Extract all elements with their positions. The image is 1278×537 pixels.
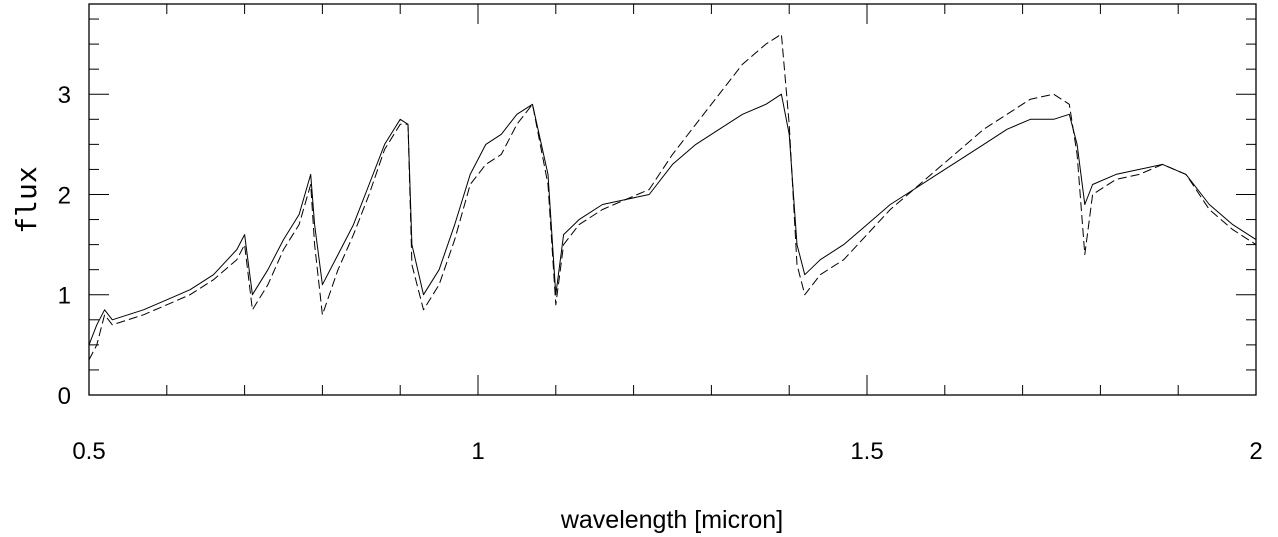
series-line-solid: [88, 93, 1257, 346]
series-group: [88, 33, 1257, 361]
x-tick-label: 0.5: [72, 438, 105, 465]
y-tick-label: 0: [58, 383, 71, 410]
axis-ticks: [88, 4, 1257, 396]
x-tick-label: 1.5: [850, 438, 883, 465]
series-line-dashed: [88, 33, 1257, 361]
y-tick-label: 3: [58, 82, 71, 109]
y-tick-label: 2: [58, 182, 71, 209]
y-tick-label: 1: [58, 283, 71, 310]
x-tick-label: 1: [471, 438, 484, 465]
x-tick-label: 2: [1249, 438, 1262, 465]
y-axis-title: flux: [10, 166, 43, 233]
tick-labels: 0.5 1 1.5 2 0 1 2 3: [58, 82, 1263, 465]
plot-frame: [88, 3, 1257, 396]
x-axis-title: wavelength [micron]: [560, 506, 783, 534]
